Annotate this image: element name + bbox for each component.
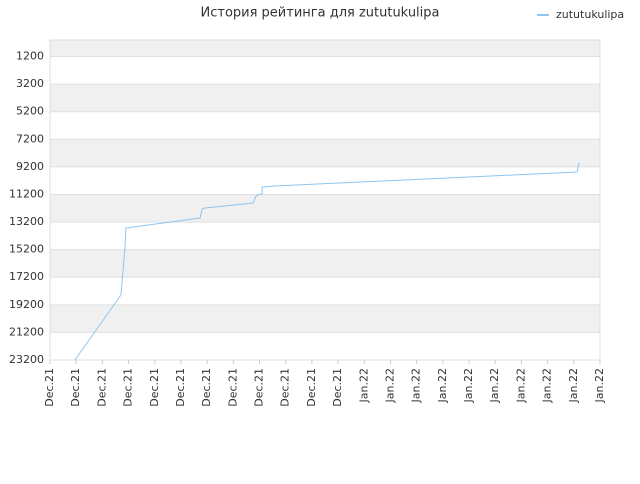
band (50, 304, 600, 333)
band (50, 40, 600, 57)
x-tick-label: Jan.22 (410, 368, 423, 403)
x-tick-label: Dec.21 (200, 368, 213, 407)
band (50, 277, 600, 305)
x-tick-label: Dec.21 (174, 368, 187, 407)
band (50, 139, 600, 167)
x-tick-label: Dec.21 (43, 368, 56, 407)
x-tick-label: Dec.21 (69, 368, 82, 407)
y-tick-label: 21200 (9, 325, 44, 338)
x-tick-label: Jan.22 (436, 368, 449, 403)
x-tick-label: Jan.22 (514, 368, 527, 403)
y-tick-label: 11200 (9, 187, 44, 200)
band (50, 332, 600, 360)
band (50, 194, 600, 223)
x-tick-label: Dec.21 (331, 368, 344, 407)
band (50, 249, 600, 278)
x-tick-label: Jan.22 (567, 368, 580, 403)
x-tick-label: Dec.21 (253, 368, 266, 407)
x-tick-label: Jan.22 (462, 368, 475, 403)
x-tick-label: Dec.21 (122, 368, 135, 407)
band (50, 111, 600, 140)
band (50, 56, 600, 85)
chart-title: История рейтинга для zututukulipa (201, 6, 440, 21)
x-tick-label: Dec.21 (148, 368, 161, 407)
y-tick-label: 5200 (16, 105, 44, 118)
x-tick-label: Dec.21 (305, 368, 318, 407)
band (50, 166, 600, 195)
x-tick-label: Jan.22 (541, 368, 554, 403)
y-tick-label: 17200 (9, 270, 44, 283)
y-tick-label: 3200 (16, 77, 44, 90)
y-tick-label: 19200 (9, 298, 44, 311)
y-tick-label: 9200 (16, 160, 44, 173)
x-tick-label: Dec.21 (95, 368, 108, 407)
x-tick-label: Jan.22 (383, 368, 396, 403)
x-tick-label: Jan.22 (357, 368, 370, 403)
y-tick-label: 7200 (16, 132, 44, 145)
band (50, 222, 600, 250)
y-tick-label: 15200 (9, 243, 44, 256)
x-tick-label: Jan.22 (593, 368, 606, 403)
band (50, 84, 600, 112)
x-tick-label: Dec.21 (226, 368, 239, 407)
line (74, 162, 580, 361)
y-tick-label: 23200 (9, 353, 44, 366)
x-tick-label: Jan.22 (488, 368, 501, 403)
x-tick-label: Dec.21 (279, 368, 292, 407)
y-tick-label: 1200 (16, 50, 44, 63)
y-tick-label: 13200 (9, 215, 44, 228)
legend-label: zututukulipa (556, 8, 624, 21)
